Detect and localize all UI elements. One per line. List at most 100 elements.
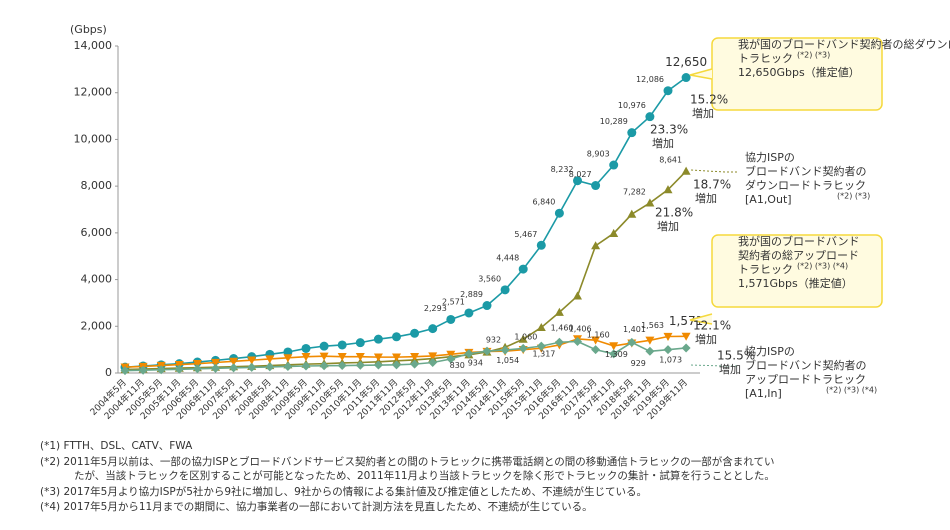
callout-text: [A1,In] (745, 387, 782, 400)
data-label: 1,054 (496, 356, 519, 365)
point (229, 357, 239, 366)
point (138, 365, 148, 375)
point (573, 176, 582, 186)
point (536, 322, 546, 332)
callout-pointer (689, 313, 713, 325)
point (283, 354, 293, 363)
point (392, 353, 401, 362)
data-label: 6,840 (532, 198, 555, 207)
growth-text: 増加 (695, 333, 717, 346)
point (663, 185, 673, 194)
y-tick-label: 12,000 (74, 86, 113, 99)
data-label: 929 (631, 359, 646, 368)
point (192, 364, 202, 374)
point (573, 336, 582, 346)
point (319, 341, 329, 351)
data-label: 5,467 (514, 230, 537, 239)
data-label: 12,650 (665, 55, 707, 69)
callout-notes: (*2) (*3) (*4) (797, 262, 848, 271)
point (156, 365, 166, 375)
data-label: 1,406 (569, 325, 592, 334)
point (554, 337, 564, 347)
data-label: 7,282 (623, 187, 646, 196)
point (518, 264, 528, 274)
point (554, 208, 564, 218)
point (301, 353, 311, 362)
point (518, 334, 528, 343)
data-label: 8,232 (551, 165, 574, 174)
callout-text: 協力ISPの (745, 151, 795, 164)
point (428, 324, 438, 334)
data-label: 1,460 (551, 323, 574, 332)
callout-value: 12,650Gbps（推定値） (738, 65, 860, 79)
point (536, 341, 546, 351)
point (609, 342, 619, 351)
footnote: たが、当該トラヒックを区別することが可能となったため、2011年11月より当該ト… (74, 469, 775, 482)
point (211, 363, 220, 373)
point (645, 336, 655, 345)
callout-text: 我が国のブロードバンド (738, 234, 860, 248)
data-label: 10,289 (600, 117, 628, 126)
point (645, 346, 655, 356)
data-label: 2,293 (424, 304, 447, 313)
point (645, 112, 655, 122)
point (627, 209, 637, 218)
growth-rate: 21.8% (655, 206, 693, 220)
point (663, 86, 673, 96)
data-label: 8,903 (587, 150, 610, 159)
point (174, 364, 184, 374)
callout-text: トラヒック (738, 52, 793, 65)
callout-pointer (689, 364, 737, 367)
point (681, 332, 691, 341)
point (554, 307, 564, 316)
growth-rate: 15.2% (690, 93, 728, 107)
point (573, 291, 582, 300)
data-label: 1,571 (669, 314, 703, 328)
data-label: 830 (450, 361, 465, 370)
point (663, 332, 673, 341)
y-tick-label: 8,000 (81, 179, 113, 192)
point (355, 338, 365, 348)
point (247, 356, 257, 365)
callout-value: 1,571Gbps（推定値） (738, 276, 853, 290)
footnote: (*1) FTTH、DSL、CATV、FWA (40, 440, 193, 452)
point (464, 308, 474, 318)
point (373, 353, 383, 362)
point (392, 360, 401, 370)
data-label: 934 (468, 359, 483, 368)
point (681, 73, 691, 83)
data-label: 3,560 (478, 274, 501, 283)
series-line (124, 170, 687, 371)
point (265, 362, 275, 372)
callout-text: 契約者の総アップロード (738, 248, 859, 262)
point (211, 358, 220, 367)
point (681, 166, 691, 175)
callout-text: [A1,Out] (745, 193, 792, 206)
point (609, 160, 619, 170)
point (446, 354, 456, 364)
point (609, 228, 619, 237)
point (301, 361, 311, 371)
point (464, 349, 474, 359)
series-line (124, 335, 687, 368)
point (192, 360, 202, 369)
point (500, 345, 510, 355)
y-tick-label: 2,000 (81, 319, 113, 332)
growth-rate: 18.7% (693, 178, 731, 192)
growth-rate: 15.5% (717, 349, 755, 363)
y-tick-label: 14,000 (74, 39, 113, 52)
data-label: 1,401 (623, 325, 646, 334)
y-tick-label: 10,000 (74, 132, 113, 145)
y-tick-label: 0 (105, 366, 112, 379)
point (609, 349, 619, 359)
footnote: (*3) 2017年5月より協力ISPが5社から9社に増加し、9社からの情報によ… (40, 485, 647, 498)
point (247, 362, 257, 372)
callout-text: ブロードバンド契約者の (745, 164, 867, 178)
point (681, 343, 691, 353)
point (283, 361, 293, 371)
point (410, 353, 420, 362)
point (337, 353, 347, 362)
point (518, 343, 528, 353)
growth-rate: 12.1% (693, 319, 731, 333)
